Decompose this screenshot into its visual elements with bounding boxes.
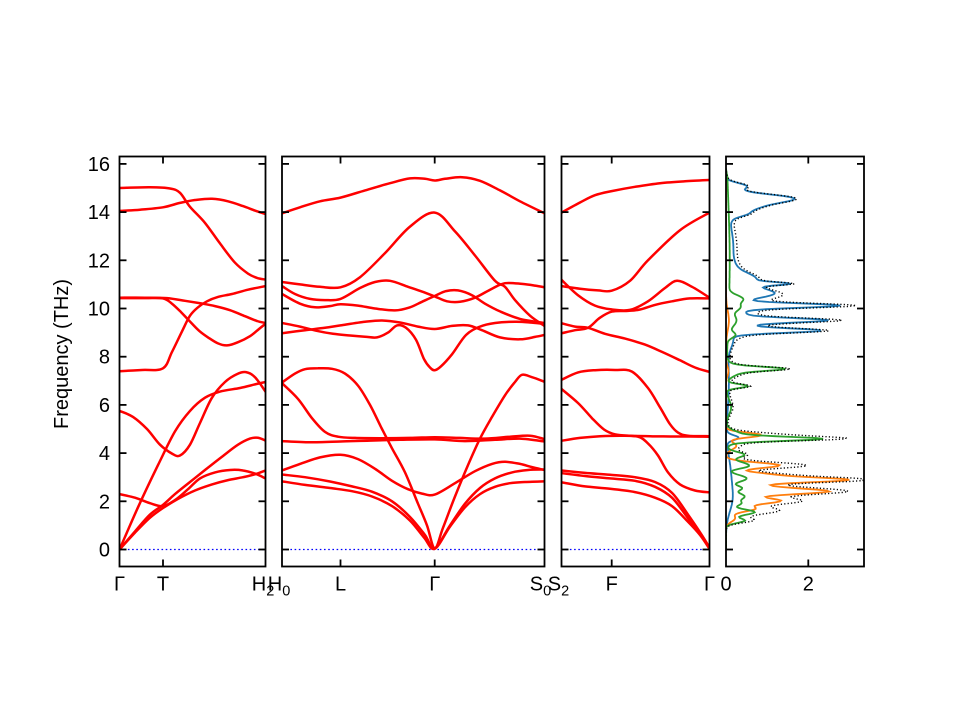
svg-text:8: 8 <box>99 347 110 369</box>
svg-text:T: T <box>157 574 169 596</box>
svg-text:Γ: Γ <box>114 574 125 596</box>
svg-text:4: 4 <box>99 443 110 465</box>
svg-text:L: L <box>335 574 346 596</box>
svg-text:2: 2 <box>803 574 814 596</box>
svg-text:10: 10 <box>88 299 110 321</box>
svg-text:6: 6 <box>99 395 110 417</box>
svg-text:Γ: Γ <box>429 574 440 596</box>
svg-text:Γ: Γ <box>704 574 715 596</box>
svg-text:16: 16 <box>88 154 110 176</box>
svg-text:Frequency (THz): Frequency (THz) <box>51 279 73 429</box>
svg-text:12: 12 <box>88 250 110 272</box>
svg-text:0: 0 <box>99 540 110 562</box>
svg-text:2: 2 <box>99 491 110 513</box>
svg-text:0: 0 <box>720 574 731 596</box>
svg-text:14: 14 <box>88 202 110 224</box>
svg-text:F: F <box>606 574 618 596</box>
